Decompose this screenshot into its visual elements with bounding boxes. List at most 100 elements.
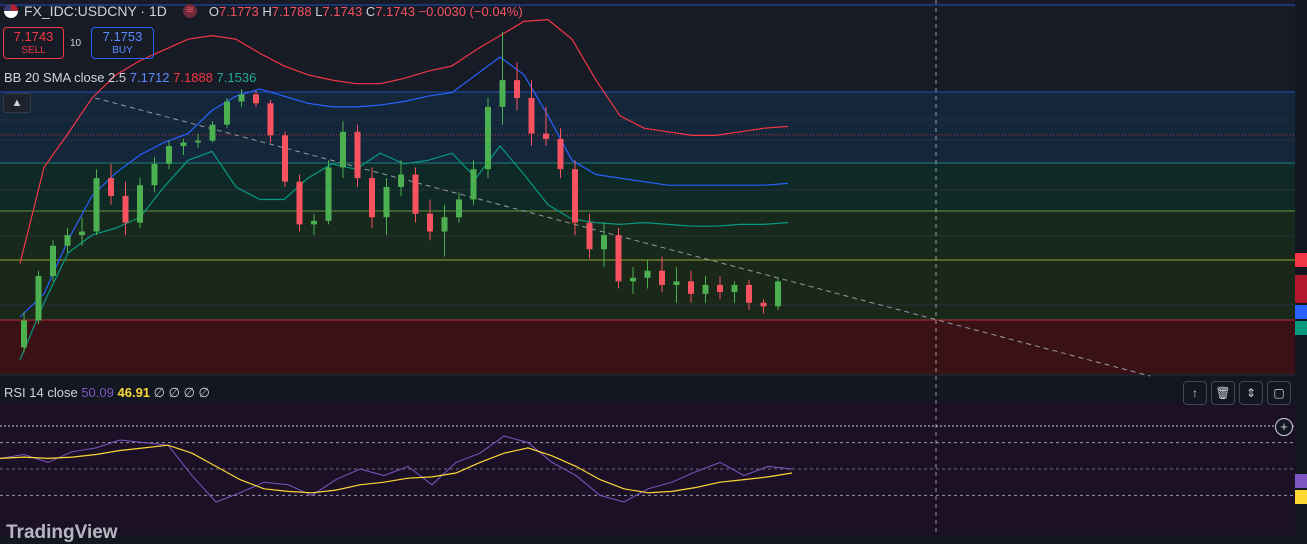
candle-body bbox=[325, 167, 332, 221]
candle-body bbox=[470, 169, 477, 200]
candle-body bbox=[775, 281, 781, 307]
rsi-empty-1: ∅ bbox=[153, 385, 165, 400]
chevrons-icon[interactable]: ⇕ bbox=[1239, 381, 1263, 405]
maximize-icon[interactable]: ▢ bbox=[1267, 381, 1291, 405]
candle-body bbox=[760, 302, 767, 307]
price-label-green bbox=[1295, 321, 1307, 335]
candle-body bbox=[586, 222, 593, 250]
bb-lower-value: 7.1536 bbox=[216, 70, 257, 85]
bb-basis-value: 7.1712 bbox=[129, 70, 170, 85]
buy-label: BUY bbox=[112, 45, 133, 56]
price-label-red bbox=[1295, 253, 1307, 267]
buy-price: 7.1753 bbox=[102, 29, 143, 44]
price-label-dark-red bbox=[1295, 275, 1307, 303]
add-icon[interactable]: + bbox=[1275, 418, 1293, 436]
high-value: 7.1788 bbox=[271, 3, 312, 19]
price-zone-5 bbox=[0, 320, 1295, 374]
bb-upper-line bbox=[19, 18, 789, 264]
candle-body bbox=[688, 281, 694, 294]
candle-body bbox=[238, 94, 245, 102]
close-value: 7.1743 bbox=[375, 3, 415, 19]
ohlc-values: O7.1773 H7.1788 L7.1743 C7.1743 −0.0030 … bbox=[208, 3, 523, 19]
low-value: 7.1743 bbox=[322, 3, 363, 19]
chevron-up-icon[interactable]: ▲ bbox=[3, 93, 31, 113]
candle-body bbox=[702, 284, 709, 294]
rsi-value: 50.09 bbox=[81, 385, 114, 400]
candle-body bbox=[151, 163, 158, 186]
candle-body bbox=[456, 199, 462, 218]
candle-body bbox=[209, 124, 216, 141]
symbol-name[interactable]: FX_IDC:USDCNY · 1D bbox=[24, 3, 167, 19]
us-flag-icon bbox=[4, 4, 18, 18]
trend-line bbox=[94, 97, 1151, 377]
arrow-up-icon[interactable]: ↑ bbox=[1183, 381, 1207, 405]
candle-body bbox=[398, 174, 404, 187]
candle-body bbox=[630, 277, 636, 282]
candle-body bbox=[717, 284, 723, 293]
rsi-ma-value: 46.91 bbox=[117, 385, 151, 400]
candle-body bbox=[412, 174, 419, 214]
candle-body bbox=[731, 284, 738, 293]
open-value: 7.1773 bbox=[219, 3, 259, 19]
economic-event-icon[interactable]: ≋ bbox=[182, 4, 197, 18]
candle-body bbox=[615, 235, 622, 282]
candle-body bbox=[122, 195, 129, 223]
candle-body bbox=[50, 245, 56, 277]
trash-icon[interactable]: 🗑 bbox=[1211, 381, 1235, 405]
rsi-legend[interactable]: RSI 14 close 50.09 46.91 ∅ ∅ ∅ ∅ bbox=[4, 385, 210, 401]
candle-body bbox=[485, 106, 491, 170]
rsi-ma-line bbox=[0, 444, 793, 494]
rsi-title: RSI 14 close bbox=[4, 385, 78, 400]
price-axis bbox=[1295, 0, 1307, 535]
sell-label: SELL bbox=[21, 45, 46, 56]
candle-body bbox=[543, 133, 549, 139]
candle-body bbox=[499, 80, 506, 107]
sell-price: 7.1743 bbox=[13, 29, 54, 44]
price-zone-1 bbox=[0, 92, 1295, 163]
rsi-label-yellow bbox=[1295, 490, 1307, 504]
candle-body bbox=[108, 178, 114, 196]
tradingview-watermark: TradingView bbox=[6, 522, 118, 543]
candle-body bbox=[746, 284, 752, 303]
buy-button[interactable]: 7.1753 BUY bbox=[91, 27, 154, 59]
candle-body bbox=[35, 276, 42, 321]
candle-body bbox=[557, 138, 564, 170]
candle-body bbox=[644, 270, 651, 278]
candle-body bbox=[166, 146, 172, 164]
rsi-empty-4: ∅ bbox=[198, 385, 210, 400]
candle-body bbox=[659, 270, 665, 285]
candle-body bbox=[282, 135, 288, 182]
rsi-line bbox=[0, 435, 793, 503]
candle-body bbox=[427, 213, 433, 232]
rsi-empty-3: ∅ bbox=[183, 385, 195, 400]
candle-body bbox=[93, 178, 100, 232]
change-value: −0.0030 (−0.04%) bbox=[418, 3, 523, 19]
candle-body bbox=[180, 142, 187, 147]
candle-body bbox=[296, 181, 303, 225]
symbol-header: FX_IDC:USDCNY · 1D ≋ O7.1773 H7.1788 L7.… bbox=[0, 0, 523, 22]
order-quantity[interactable]: 10 bbox=[70, 38, 82, 49]
candle-body bbox=[253, 94, 259, 104]
candle-body bbox=[267, 103, 274, 136]
rsi-pane bbox=[0, 403, 1295, 535]
bb-basis-line bbox=[19, 56, 789, 318]
candle-body bbox=[354, 131, 361, 179]
candle-body bbox=[383, 187, 390, 218]
bb-title: BB 20 SMA close 2.5 bbox=[4, 70, 127, 85]
bb-lower-line bbox=[19, 145, 789, 361]
candle-body bbox=[369, 178, 375, 218]
candle-body bbox=[441, 217, 448, 232]
candle-body bbox=[673, 281, 680, 285]
candle-body bbox=[195, 140, 201, 143]
candle-body bbox=[224, 101, 230, 125]
candle-body bbox=[64, 235, 71, 246]
price-zone-2 bbox=[0, 163, 1295, 211]
candle-body bbox=[21, 320, 27, 348]
candle-body bbox=[79, 231, 85, 236]
candle-body bbox=[311, 220, 317, 225]
price-label-blue bbox=[1295, 305, 1307, 319]
bb-legend[interactable]: BB 20 SMA close 2.5 7.1712 7.1888 7.1536 bbox=[4, 70, 256, 85]
candle-body bbox=[340, 131, 346, 168]
sell-button[interactable]: 7.1743 SELL bbox=[3, 27, 64, 59]
